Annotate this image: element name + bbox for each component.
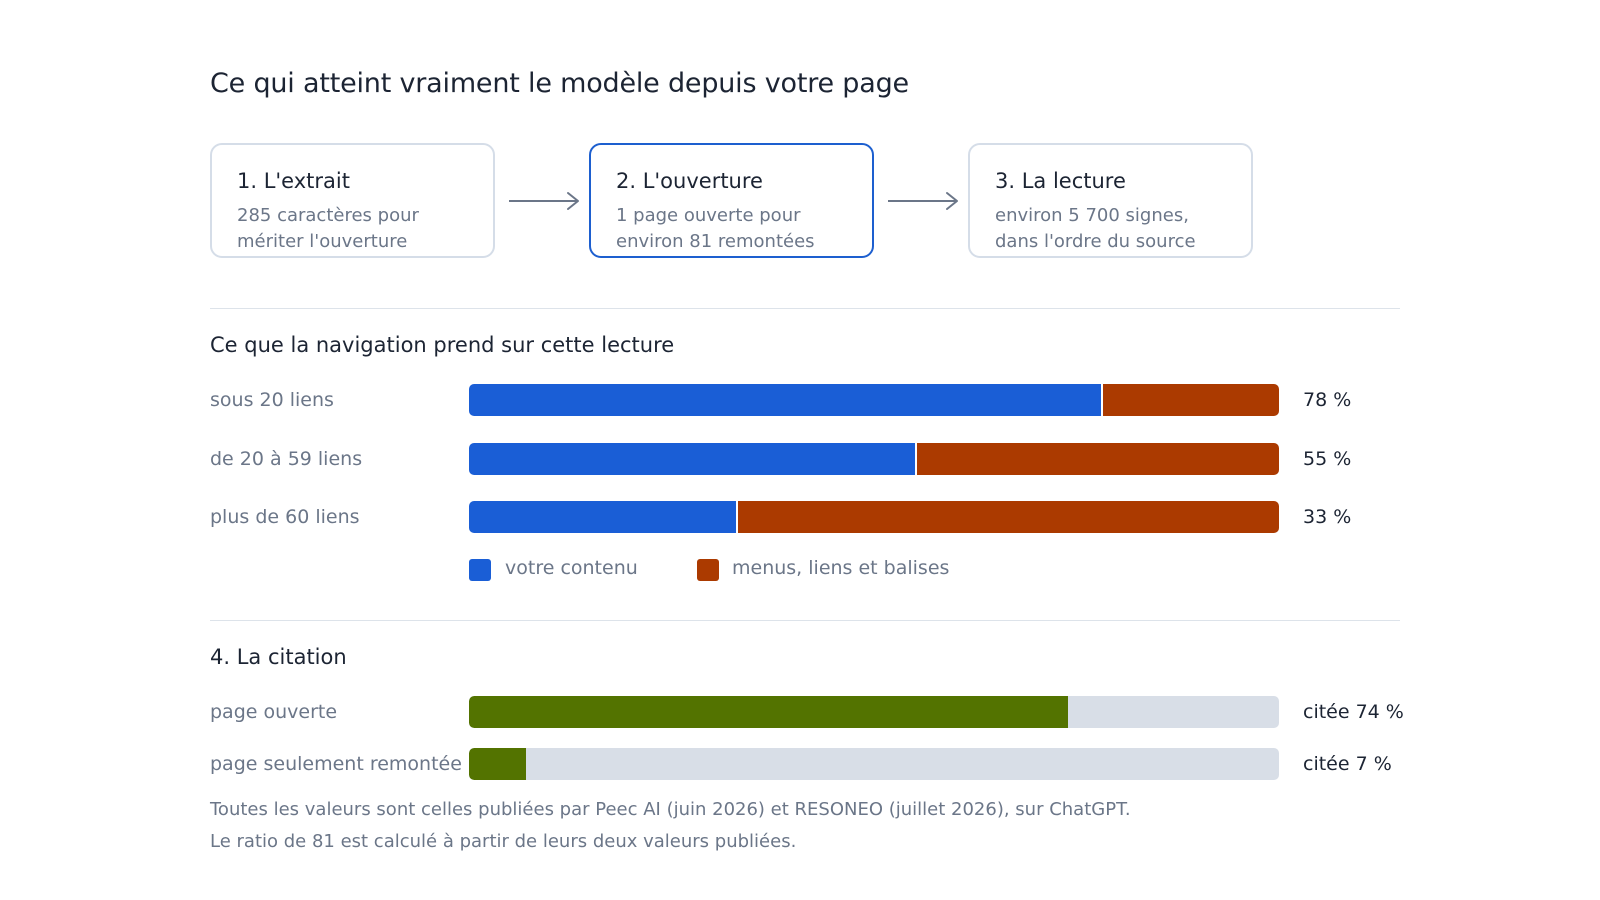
citation-section-title: 4. La citation [210,645,347,669]
step-title: 2. L'ouverture [616,169,763,193]
footnote-line: Toutes les valeurs sont celles publiées … [210,799,1131,820]
navigation-row-value: 78 % [1303,389,1352,411]
citation-row-label: page seulement remontée [210,753,462,775]
navigation-row-label: de 20 à 59 liens [210,448,363,470]
navigation-row-label: sous 20 liens [210,389,334,411]
bar-content-segment [469,384,1101,416]
citation-bar-fill [469,748,526,780]
step-description-line: 1 page ouverte pour [616,205,801,226]
step-card-ouverture: 2. L'ouverture 1 page ouverte pour envir… [589,143,874,258]
step-description-line: mériter l'ouverture [237,231,408,252]
footnote-line: Le ratio de 81 est calculé à partir de l… [210,831,797,852]
step-description: 285 caractères pour mériter l'ouverture [237,203,482,255]
navigation-section-title: Ce que la navigation prend sur cette lec… [210,333,675,357]
arrow-right-icon [509,192,579,210]
navigation-bar [469,501,1279,533]
page-title: Ce qui atteint vraiment le modèle depuis… [210,68,909,99]
step-card-extrait: 1. L'extrait 285 caractères pour mériter… [210,143,495,258]
divider [210,620,1400,621]
step-description: 1 page ouverte pour environ 81 remontées [616,203,861,255]
arrow-right-icon [888,192,958,210]
citation-bar [469,696,1279,728]
citation-row-label: page ouverte [210,701,338,723]
navigation-row-label: plus de 60 liens [210,506,360,528]
bar-navigation-segment [1100,384,1279,416]
step-description-line: dans l'ordre du source [995,231,1196,252]
step-title: 3. La lecture [995,169,1126,193]
citation-row-value: citée 7 % [1303,753,1392,775]
navigation-row-value: 33 % [1303,506,1352,528]
step-description-line: environ 81 remontées [616,231,815,252]
step-title: 1. L'extrait [237,169,350,193]
bar-navigation-segment [736,501,1279,533]
legend-swatch-navigation [697,559,719,581]
step-description-line: 285 caractères pour [237,205,419,226]
bar-navigation-segment [914,443,1279,475]
legend-label-content: votre contenu [505,557,638,579]
legend-swatch-content [469,559,491,581]
navigation-bar [469,443,1279,475]
navigation-bar [469,384,1279,416]
step-card-lecture: 3. La lecture environ 5 700 signes, dans… [968,143,1253,258]
step-description-line: environ 5 700 signes, [995,205,1189,226]
bar-content-segment [469,443,915,475]
divider [210,308,1400,309]
citation-row-value: citée 74 % [1303,701,1404,723]
step-description: environ 5 700 signes, dans l'ordre du so… [995,203,1240,255]
navigation-row-value: 55 % [1303,448,1352,470]
bar-content-segment [469,501,737,533]
citation-bar-fill [469,696,1069,728]
citation-bar [469,748,1279,780]
legend-label-navigation: menus, liens et balises [732,557,950,579]
